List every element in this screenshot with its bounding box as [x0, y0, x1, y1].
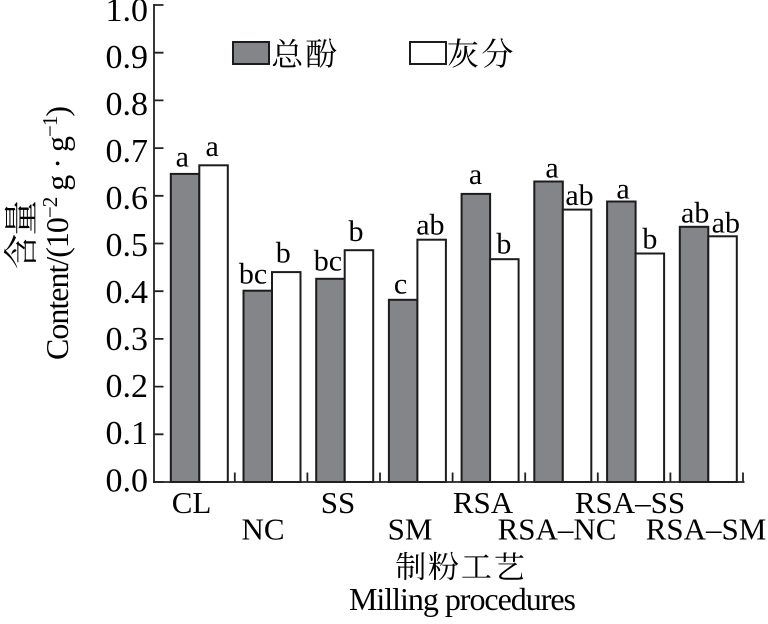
svg-text:0.1: 0.1 — [106, 415, 149, 452]
svg-text:ab: ab — [416, 209, 444, 242]
svg-text:0.2: 0.2 — [106, 368, 149, 405]
svg-text:RSA: RSA — [453, 485, 514, 520]
svg-text:SS: SS — [321, 485, 355, 520]
svg-text:ab: ab — [681, 197, 709, 230]
svg-text:ab: ab — [712, 206, 740, 239]
svg-text:c: c — [394, 267, 407, 300]
svg-text:NC: NC — [241, 512, 284, 547]
svg-text:Content/(10−2 g · g−1): Content/(10−2 g · g−1) — [38, 106, 75, 360]
svg-text:a: a — [176, 141, 189, 174]
svg-text:b: b — [276, 236, 291, 269]
svg-text:b: b — [642, 223, 657, 256]
svg-text:a: a — [616, 172, 629, 205]
svg-text:0.0: 0.0 — [106, 462, 149, 499]
svg-text:RSA–SS: RSA–SS — [575, 485, 685, 520]
svg-text:0.5: 0.5 — [106, 227, 149, 264]
svg-text:ab: ab — [565, 179, 593, 212]
svg-text:a: a — [545, 151, 558, 184]
svg-text:0.4: 0.4 — [106, 274, 149, 311]
svg-text:CL: CL — [172, 485, 212, 520]
svg-text:Milling procedures: Milling procedures — [349, 581, 576, 617]
svg-text:bc: bc — [314, 244, 342, 277]
svg-text:0.3: 0.3 — [106, 321, 149, 358]
svg-text:b: b — [349, 215, 364, 248]
svg-text:1.0: 1.0 — [106, 0, 149, 29]
svg-text:SM: SM — [388, 512, 433, 547]
svg-text:b: b — [496, 228, 511, 261]
svg-text:0.6: 0.6 — [106, 180, 149, 217]
svg-text:a: a — [469, 158, 482, 191]
svg-text:a: a — [206, 130, 219, 163]
svg-text:bc: bc — [239, 258, 267, 291]
svg-text:RSA–SM: RSA–SM — [646, 512, 767, 547]
svg-text:0.7: 0.7 — [106, 133, 149, 170]
svg-text:0.8: 0.8 — [106, 86, 149, 123]
svg-text:RSA–NC: RSA–NC — [498, 512, 617, 547]
svg-text:0.9: 0.9 — [106, 39, 149, 76]
